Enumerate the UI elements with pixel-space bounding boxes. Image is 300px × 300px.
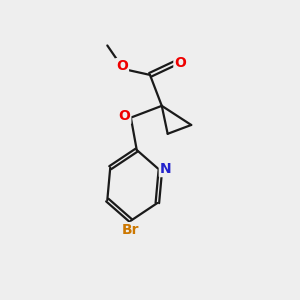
Text: O: O [118, 109, 130, 123]
Text: Br: Br [122, 223, 140, 237]
Text: O: O [116, 59, 128, 73]
Text: N: N [160, 162, 171, 176]
Text: O: O [174, 56, 186, 70]
